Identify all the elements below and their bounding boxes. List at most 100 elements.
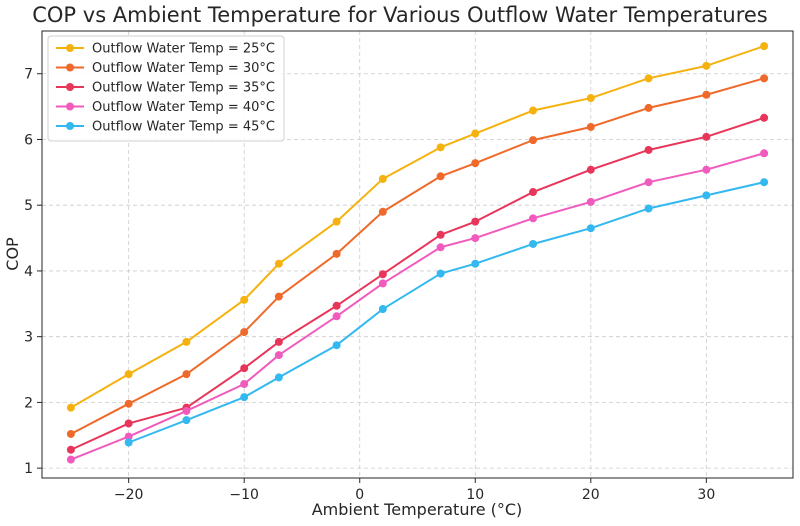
chart-title: COP vs Ambient Temperature for Various O…: [32, 3, 768, 27]
data-point: [378, 207, 387, 216]
data-point: [702, 90, 711, 99]
x-tick-label: 30: [697, 487, 715, 503]
legend-item: Outflow Water Temp = 25°C: [56, 42, 275, 57]
data-point: [644, 103, 653, 112]
data-point: [529, 239, 538, 248]
data-point: [378, 270, 387, 279]
data-point: [240, 364, 249, 373]
legend-marker: [66, 44, 74, 52]
legend-label: Outflow Water Temp = 45°C: [92, 120, 275, 135]
data-point: [378, 305, 387, 314]
data-point: [274, 373, 283, 382]
y-tick-label: 6: [24, 132, 33, 148]
legend: Outflow Water Temp = 25°C Outflow Water T…: [47, 35, 285, 142]
legend-marker: [66, 102, 74, 111]
series-3: [66, 113, 769, 454]
data-point: [586, 94, 595, 103]
data-point: [240, 295, 249, 304]
legend-label: Outflow Water Temp = 30°C: [92, 61, 275, 76]
data-point: [760, 113, 769, 122]
data-point: [66, 403, 75, 412]
data-point: [702, 61, 711, 70]
legend-marker: [66, 63, 74, 72]
data-point: [182, 406, 191, 415]
series-line: [70, 77, 765, 435]
x-tick-label: −10: [229, 487, 259, 503]
data-point: [124, 399, 133, 408]
data-point: [332, 341, 341, 350]
data-point: [702, 132, 711, 141]
data-point: [471, 129, 480, 138]
x-tick-label: −20: [114, 487, 144, 503]
data-point: [471, 159, 480, 168]
data-point: [644, 145, 653, 154]
legend-box: [47, 35, 285, 142]
data-point: [760, 42, 769, 51]
data-point: [529, 214, 538, 223]
data-point: [760, 149, 769, 158]
y-axis-label: COP: [3, 237, 22, 271]
data-point: [702, 165, 711, 174]
data-point: [644, 204, 653, 213]
plot-area-frame: [41, 30, 794, 479]
data-point: [124, 419, 133, 428]
data-point: [702, 191, 711, 200]
series-line: [70, 116, 765, 451]
legend-item: Outflow Water Temp = 35°C: [56, 81, 275, 96]
data-point: [529, 106, 538, 115]
legend-label: Outflow Water Temp = 40°C: [92, 100, 275, 115]
data-point: [436, 243, 445, 252]
data-point: [378, 174, 387, 183]
data-point: [66, 445, 75, 454]
legend-label: Outflow Water Temp = 35°C: [92, 81, 275, 96]
data-point: [586, 224, 595, 233]
data-point: [66, 455, 75, 464]
x-tick-label: 10: [466, 487, 484, 503]
data-point: [760, 74, 769, 83]
y-axis: 1 2 3 4 5 6 7: [24, 67, 42, 477]
data-point: [471, 217, 480, 226]
y-tick-label: 7: [24, 67, 33, 83]
x-axis: −20 −10 0 10 20 30: [114, 478, 715, 503]
data-point: [182, 337, 191, 346]
data-point: [332, 301, 341, 310]
data-point: [644, 74, 653, 83]
data-point: [66, 429, 75, 438]
y-tick-label: 4: [24, 264, 33, 280]
data-point: [124, 432, 133, 441]
y-tick-label: 2: [24, 395, 33, 411]
series-4: [66, 149, 769, 464]
y-tick-label: 3: [24, 330, 33, 346]
legend-label: Outflow Water Temp = 25°C: [92, 42, 275, 57]
data-point: [240, 379, 249, 388]
data-point: [644, 178, 653, 187]
series-line: [70, 152, 765, 461]
data-point: [182, 416, 191, 425]
legend-item: Outflow Water Temp = 45°C: [56, 120, 275, 135]
data-point: [274, 337, 283, 346]
data-point: [124, 370, 133, 379]
data-point: [274, 292, 283, 301]
data-point: [332, 249, 341, 258]
data-point: [182, 370, 191, 379]
legend-item: Outflow Water Temp = 30°C: [56, 61, 275, 76]
data-point: [436, 172, 445, 181]
data-point: [586, 122, 595, 131]
data-point: [240, 393, 249, 402]
y-tick-label: 5: [24, 198, 33, 214]
data-point: [332, 217, 341, 226]
legend-marker: [66, 83, 74, 91]
x-axis-label: Ambient Temperature (°C): [312, 500, 523, 519]
series-2: [66, 74, 769, 438]
data-point: [586, 165, 595, 174]
data-point: [378, 279, 387, 288]
data-point: [760, 178, 769, 187]
y-tick-label: 1: [24, 461, 33, 477]
series-layer: [66, 42, 769, 464]
data-point: [471, 259, 480, 268]
data-point: [436, 230, 445, 239]
data-point: [586, 197, 595, 206]
data-point: [274, 259, 283, 268]
series-1: [66, 42, 769, 412]
data-point: [332, 312, 341, 321]
